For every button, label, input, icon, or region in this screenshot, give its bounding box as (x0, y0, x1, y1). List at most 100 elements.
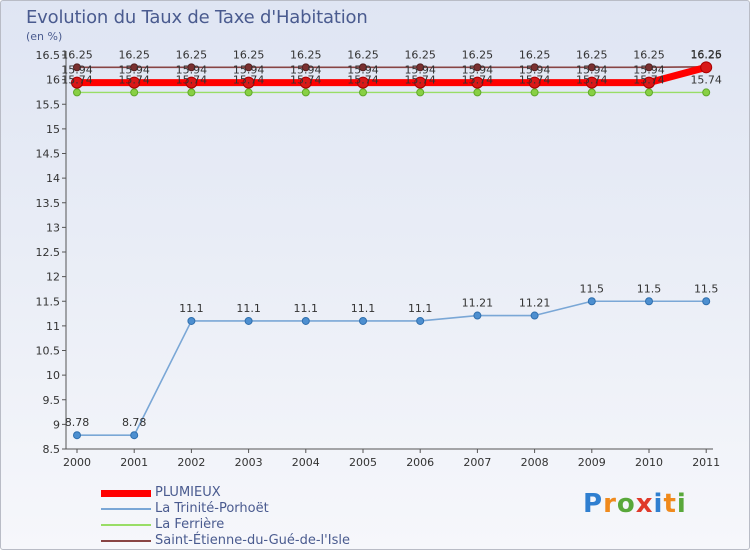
data-point-saint-etienne-du-gue-de-l-isle (73, 63, 81, 72)
data-label-saint-etienne-du-gue-de-l-isle: 16.25 (233, 48, 265, 61)
data-label-plumieux: 15.94 (347, 64, 379, 77)
data-label-plumieux: 15.94 (290, 64, 322, 77)
data-point-saint-etienne-du-gue-de-l-isle (530, 63, 539, 72)
legend-swatch-la-trinite-porhoet (101, 508, 151, 510)
data-point-plumieux (357, 76, 369, 89)
data-point-la-ferriere (416, 88, 425, 97)
data-point-la-trinite-porhoet (473, 311, 482, 320)
data-point-la-trinite-porhoet (244, 316, 253, 325)
data-label-saint-etienne-du-gue-de-l-isle: 16.25 (633, 48, 665, 61)
y-tick-label: 8.5 (43, 443, 61, 456)
data-point-saint-etienne-du-gue-de-l-isle (359, 63, 367, 72)
data-label-plumieux: 15.94 (519, 64, 551, 77)
data-point-la-ferriere (359, 88, 367, 97)
series-line-la-trinite-porhoet (76, 300, 708, 437)
data-point-saint-etienne-du-gue-de-l-isle (244, 63, 253, 72)
data-label-la-trinite-porhoet: 11.5 (580, 282, 605, 295)
data-point-saint-etienne-du-gue-de-l-isle (645, 63, 653, 72)
legend-label-saint-etienne: Saint-Étienne-du-Gué-de-l'Isle (155, 533, 350, 548)
data-label-la-ferriere: 15.74 (519, 73, 551, 86)
data-label-plumieux: 15.94 (576, 64, 608, 77)
data-point-la-ferriere (645, 88, 653, 97)
data-label-la-trinite-porhoet: 8.78 (65, 416, 90, 429)
data-point-plumieux (643, 76, 655, 89)
x-tick-label: 2009 (578, 456, 606, 469)
data-label-la-trinite-porhoet: 11.21 (462, 297, 494, 310)
data-label-la-ferriere: 15.74 (633, 73, 665, 86)
legend-label-la-ferriere: La Ferrière (155, 517, 225, 532)
legend-swatch-plumieux (101, 489, 151, 497)
data-label-plumieux: 15.94 (61, 64, 93, 77)
y-tick-label: 14.5 (36, 148, 61, 161)
data-label-la-ferriere: 15.74 (347, 73, 379, 86)
data-point-la-trinite-porhoet (73, 431, 81, 440)
data-point-saint-etienne-du-gue-de-l-isle (416, 63, 425, 72)
data-label-la-ferriere: 15.74 (576, 73, 608, 86)
data-label-la-trinite-porhoet: 11.5 (694, 282, 719, 295)
y-tick-label: 13 (46, 221, 60, 234)
x-tick-label: 2010 (635, 456, 663, 469)
data-label-la-ferriere: 15.74 (233, 73, 265, 86)
y-tick-label: 15 (46, 123, 60, 136)
data-point-saint-etienne-du-gue-de-l-isle (130, 63, 139, 72)
data-point-la-trinite-porhoet (130, 431, 139, 440)
data-point-la-trinite-porhoet (587, 297, 596, 306)
x-tick-label: 2008 (521, 456, 549, 469)
data-point-la-ferriere (130, 88, 139, 97)
data-point-la-trinite-porhoet (416, 316, 425, 325)
data-point-plumieux (528, 76, 541, 89)
data-point-plumieux (585, 76, 598, 89)
data-label-la-trinite-porhoet: 11.21 (519, 297, 551, 310)
y-tick-label: 16.5 (36, 49, 61, 62)
data-label-saint-etienne-du-gue-de-l-isle: 16.25 (576, 48, 608, 61)
x-tick-label: 2000 (63, 456, 91, 469)
data-label-la-ferriere: 15.74 (176, 73, 208, 86)
y-tick-label: 11.5 (36, 295, 61, 308)
data-label-plumieux: 16.25 (690, 48, 722, 61)
data-point-la-ferriere (187, 88, 196, 97)
data-label-saint-etienne-du-gue-de-l-isle: 16.25 (462, 48, 494, 61)
data-label-la-ferriere: 15.74 (61, 73, 93, 86)
data-label-saint-etienne-du-gue-de-l-isle: 16.25 (118, 48, 150, 61)
data-point-la-ferriere (530, 88, 539, 97)
data-label-la-ferriere: 15.74 (404, 73, 436, 86)
data-label-plumieux: 15.94 (404, 64, 436, 77)
data-label-saint-etienne-du-gue-de-l-isle: 16.25 (61, 48, 93, 61)
data-point-la-trinite-porhoet (301, 316, 310, 325)
x-tick-label: 2005 (349, 456, 377, 469)
data-point-plumieux (128, 76, 141, 89)
x-tick-label: 2011 (692, 456, 720, 469)
data-point-plumieux (185, 76, 198, 89)
data-label-la-ferriere: 15.74 (290, 73, 322, 86)
y-tick-label: 12.5 (36, 246, 61, 259)
x-tick-label: 2007 (463, 456, 491, 469)
data-label-la-trinite-porhoet: 11.5 (637, 282, 662, 295)
data-point-la-ferriere (587, 88, 596, 97)
data-point-saint-etienne-du-gue-de-l-isle (187, 63, 196, 72)
data-point-saint-etienne-du-gue-de-l-isle (587, 63, 596, 72)
data-label-la-trinite-porhoet: 11.1 (408, 302, 433, 315)
data-label-saint-etienne-du-gue-de-l-isle: 16.25 (519, 48, 551, 61)
series-line-plumieux (73, 63, 710, 87)
x-tick-label: 2006 (406, 456, 434, 469)
data-point-la-ferriere (301, 88, 310, 97)
chart-title: Evolution du Taux de Taxe d'Habitation (26, 7, 368, 28)
y-tick-label: 9.5 (43, 394, 61, 407)
data-point-la-trinite-porhoet (187, 316, 196, 325)
data-point-la-ferriere (73, 88, 81, 97)
legend-swatch-la-ferriere (101, 524, 151, 526)
x-tick-label: 2001 (120, 456, 148, 469)
data-label-la-trinite-porhoet: 11.1 (351, 302, 376, 315)
data-label-la-ferriere: 15.74 (462, 73, 494, 86)
data-label-plumieux: 15.94 (176, 64, 208, 77)
data-point-la-ferriere (702, 88, 711, 97)
data-point-la-trinite-porhoet (530, 311, 539, 320)
data-label-saint-etienne-du-gue-de-l-isle: 16.25 (404, 48, 436, 61)
data-point-plumieux (471, 76, 484, 89)
y-tick-label: 10.5 (36, 345, 61, 358)
y-tick-label: 14 (46, 172, 60, 185)
data-point-saint-etienne-du-gue-de-l-isle (301, 63, 310, 72)
proxiti-logo: Proxiti (583, 489, 687, 519)
y-tick-label: 9 (53, 418, 60, 431)
